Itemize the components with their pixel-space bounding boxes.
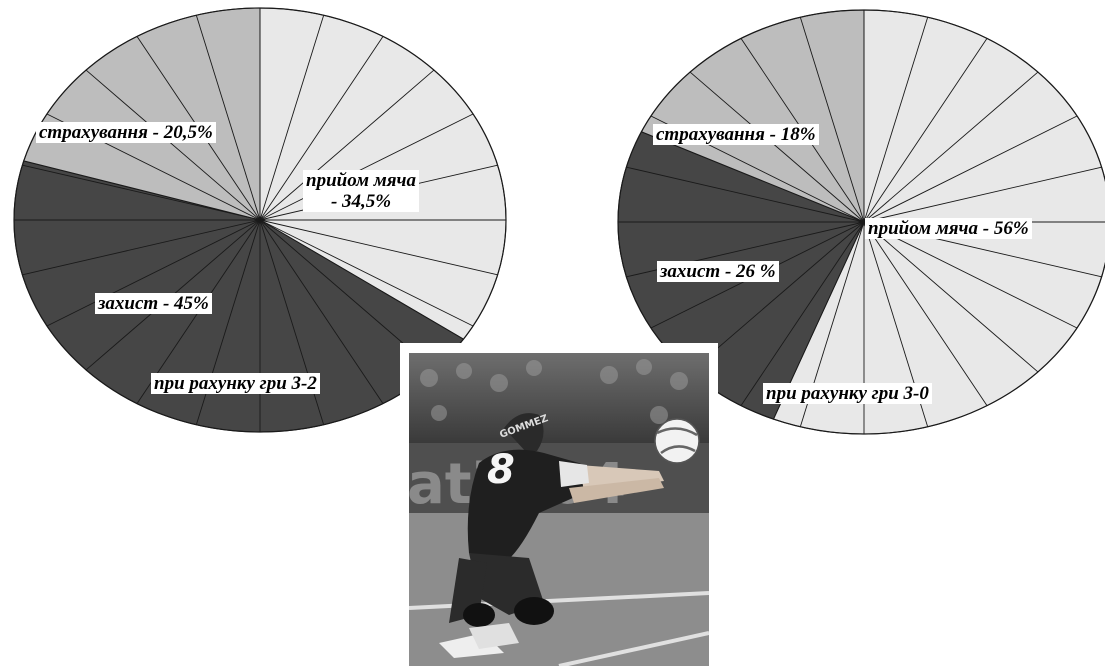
pie-outline bbox=[617, 9, 1105, 435]
pie-spoke-line bbox=[799, 17, 865, 223]
pie-chart-score-3-2 bbox=[13, 7, 507, 433]
volleyball-ball bbox=[654, 418, 700, 464]
pie-spoke-line bbox=[259, 69, 435, 221]
pie-spoke-line bbox=[863, 115, 1078, 223]
pie-spoke-line bbox=[22, 164, 261, 221]
pie2-label-priyom: прийом мяча - 56% bbox=[865, 218, 1032, 239]
pie-spoke-line bbox=[259, 36, 384, 221]
pie1-label-priyom: прийом мяча - 34,5% bbox=[303, 170, 420, 212]
pie-spoke-line bbox=[46, 219, 261, 327]
pie-spoke-line bbox=[259, 113, 474, 221]
pie2-label-zakhyst: захист - 26 % bbox=[657, 261, 779, 282]
pie1-label-strakhuvannia: страхування - 20,5% bbox=[36, 122, 216, 143]
pie1-label-score: при рахунку гри 3-2 bbox=[151, 373, 320, 394]
pie-outline bbox=[13, 7, 507, 433]
pie-spoke-line bbox=[195, 15, 261, 221]
pie1-label-zakhyst: захист - 45% bbox=[95, 293, 212, 314]
pie-spoke-line bbox=[689, 71, 865, 223]
pie2-label-strakhuvannia: страхування - 18% bbox=[653, 124, 819, 145]
pie-spoke-line bbox=[259, 219, 474, 327]
pie-spoke-line bbox=[626, 166, 865, 223]
pie-spoke-line bbox=[259, 219, 498, 276]
pie-spoke-line bbox=[740, 221, 865, 406]
volleyball-player-photo: atia 04 8 GOMMEZ bbox=[400, 343, 718, 666]
pie-spoke-line bbox=[259, 219, 384, 404]
pie-spoke-line bbox=[863, 221, 988, 406]
pie1-label-priyom-line2: - 34,5% bbox=[330, 191, 392, 212]
pie-spoke-line bbox=[863, 221, 1078, 329]
pie-spoke-line bbox=[85, 69, 261, 221]
pie1-label-priyom-line1: прийом мяча bbox=[306, 170, 417, 191]
jersey-number: 8 bbox=[487, 447, 515, 493]
pie-spoke-line bbox=[863, 17, 929, 223]
pie2-label-score: при рахунку гри 3-0 bbox=[763, 383, 932, 404]
pie-spoke-line bbox=[22, 219, 261, 276]
pie-spoke-line bbox=[689, 221, 865, 373]
pie-spoke-line bbox=[863, 38, 988, 223]
pie-spoke-line bbox=[863, 71, 1039, 223]
pie-spoke-line bbox=[863, 166, 1102, 223]
court-line bbox=[558, 631, 709, 666]
volleyball-player: 8 GOMMEZ bbox=[439, 413, 664, 658]
pie-spoke-line bbox=[863, 221, 1039, 373]
crowd-heads bbox=[420, 359, 688, 424]
pie-spoke-line bbox=[259, 15, 325, 221]
